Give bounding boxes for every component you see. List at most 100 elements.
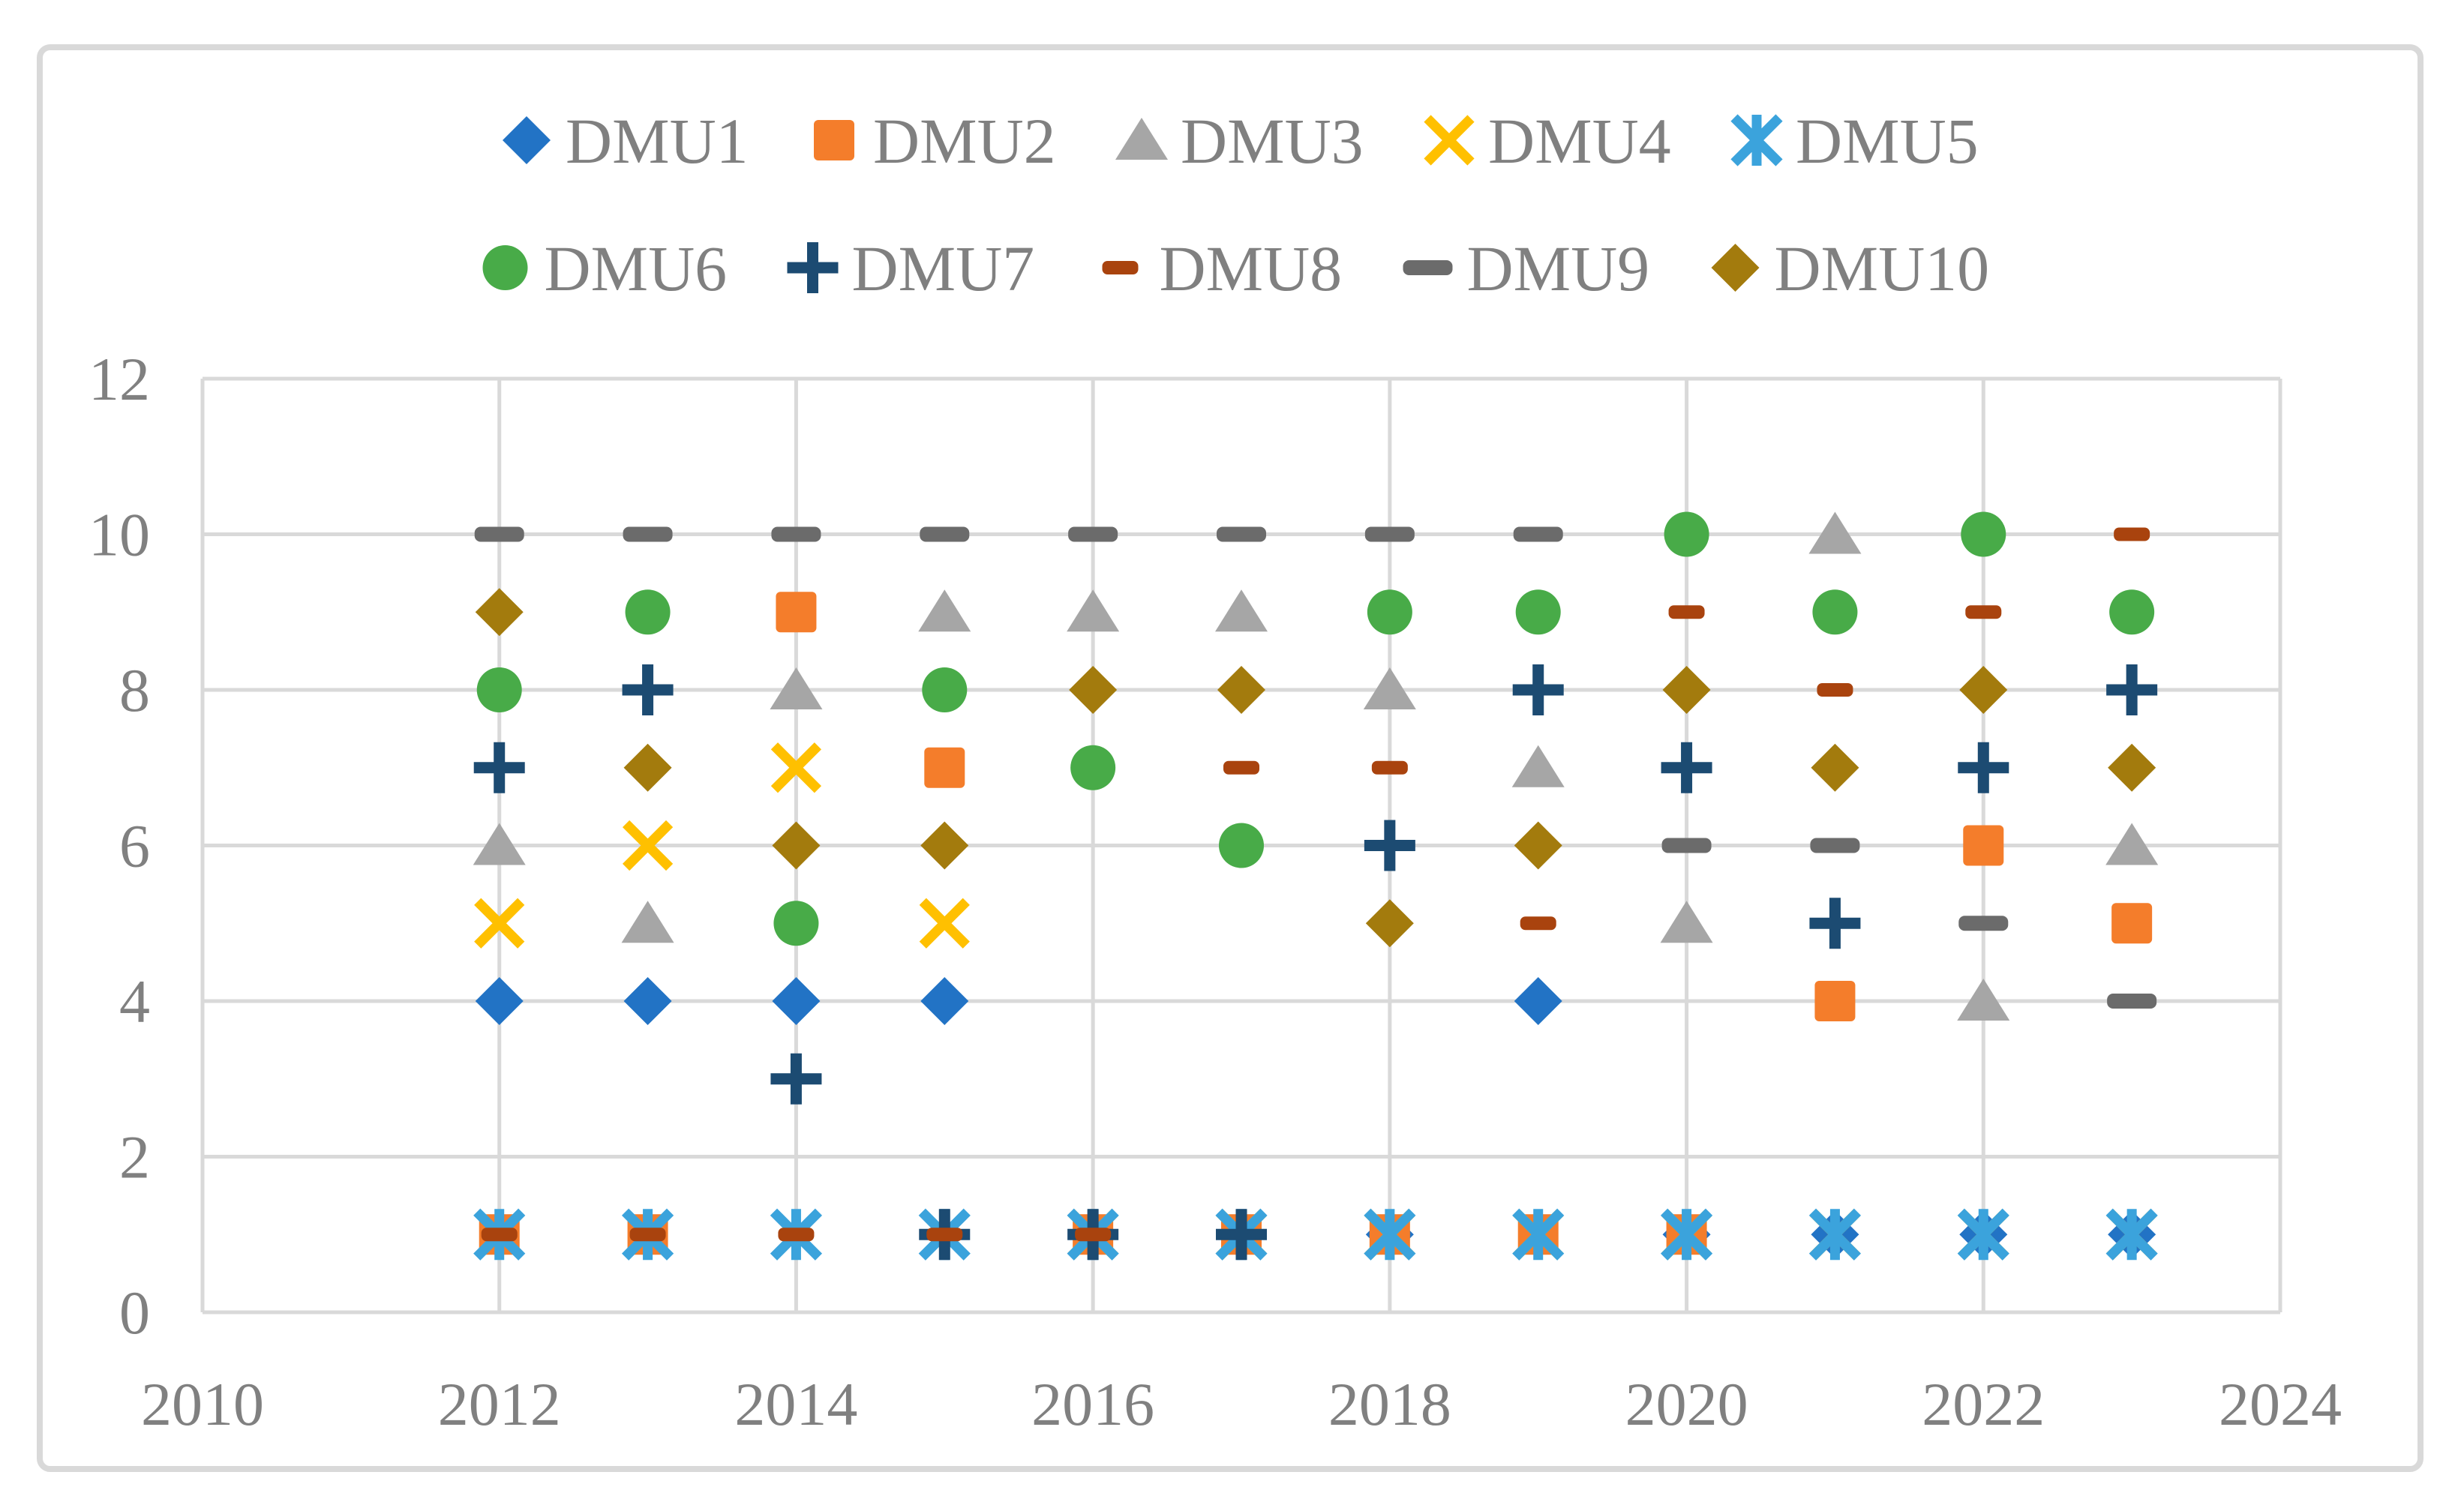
marker-square — [2111, 903, 2153, 944]
marker-diamond — [475, 588, 524, 637]
marker-diamond — [1217, 666, 1265, 714]
marker-diamond — [503, 116, 551, 164]
marker-triangle — [473, 823, 526, 865]
series-DMU9 — [474, 526, 2157, 1009]
marker-circle — [1515, 589, 1561, 635]
marker-x — [474, 898, 525, 949]
marker-plus — [770, 1053, 822, 1105]
marker-diamond — [772, 977, 821, 1025]
marker-long-dash — [474, 526, 524, 542]
marker-dash — [1371, 760, 1408, 775]
marker-dash — [2114, 527, 2150, 541]
marker-square — [1814, 981, 1856, 1021]
series-DMU8 — [481, 527, 2150, 1242]
legend-label: DMU8 — [1160, 232, 1343, 304]
legend-label: DMU1 — [566, 105, 749, 177]
marker-asterisk — [1730, 114, 1783, 166]
marker-triangle — [1808, 511, 1862, 554]
marker-long-dash — [1068, 526, 1118, 542]
marker-long-dash — [1403, 260, 1453, 275]
marker-triangle — [2105, 823, 2159, 865]
marker-triangle — [1115, 118, 1168, 160]
marker-x — [1424, 115, 1475, 166]
marker-diamond — [1069, 666, 1118, 714]
marker-dash — [1965, 605, 2002, 619]
marker-long-dash — [1364, 526, 1415, 542]
x-tick-label: 2016 — [1031, 1370, 1154, 1438]
x-tick-label: 2010 — [141, 1370, 264, 1438]
marker-long-dash — [1217, 526, 1266, 542]
marker-dash — [1102, 261, 1139, 274]
legend-label: DMU3 — [1181, 105, 1364, 177]
chart-legend: DMU1 DMU2 DMU3 DMU4 DMU5 DMU6 DMU7 DMU8 DMU9 DMU1… — [482, 105, 1990, 304]
marker-long-dash — [623, 526, 673, 542]
marker-asterisk — [2105, 1208, 2158, 1261]
marker-diamond — [623, 743, 672, 792]
marker-diamond — [1365, 899, 1414, 948]
marker-x — [622, 820, 674, 871]
legend-item-DMU4: DMU4 — [1424, 105, 1671, 177]
marker-x — [770, 742, 822, 793]
marker-asterisk — [1808, 1208, 1862, 1261]
marker-plus — [473, 742, 525, 793]
marker-diamond — [1711, 244, 1760, 292]
marker-plus — [1216, 1209, 1267, 1261]
marker-diamond — [623, 977, 672, 1025]
legend-item-DMU7: DMU7 — [787, 232, 1034, 304]
marker-dash — [629, 1228, 666, 1242]
chart-frame — [37, 44, 2423, 1472]
legend-label: DMU6 — [545, 232, 728, 304]
legend-label: DMU10 — [1775, 232, 1990, 304]
legend-label: DMU2 — [873, 105, 1056, 177]
legend-item-DMU5: DMU5 — [1730, 105, 1979, 177]
marker-dash — [1520, 916, 1556, 931]
marker-dash — [926, 1228, 963, 1242]
marker-circle — [1961, 511, 2006, 557]
marker-diamond — [920, 977, 969, 1025]
marker-x — [919, 898, 970, 949]
marker-plus — [1958, 742, 2009, 793]
y-tick-label: 6 — [119, 812, 150, 880]
marker-square — [776, 592, 817, 633]
marker-diamond — [920, 821, 969, 870]
marker-diamond — [1811, 743, 1859, 792]
legend-item-DMU10: DMU10 — [1711, 232, 1990, 304]
marker-circle — [1812, 589, 1858, 635]
marker-circle — [1219, 823, 1264, 868]
marker-plus — [1512, 664, 1564, 715]
marker-dash — [778, 1228, 815, 1242]
marker-triangle — [770, 667, 823, 709]
legend-label: DMU5 — [1796, 105, 1979, 177]
marker-square — [814, 120, 854, 160]
marker-triangle — [1363, 667, 1416, 709]
x-tick-label: 2022 — [1922, 1370, 2045, 1438]
legend-item-DMU1: DMU1 — [503, 105, 749, 177]
x-tick-label: 2012 — [438, 1370, 561, 1438]
marker-diamond — [1514, 821, 1562, 870]
legend-label: DMU9 — [1467, 232, 1650, 304]
marker-asterisk — [1660, 1208, 1713, 1261]
marker-circle — [476, 667, 522, 712]
marker-long-dash — [2107, 994, 2157, 1009]
marker-asterisk — [1957, 1208, 2009, 1261]
marker-plus — [2106, 664, 2158, 715]
x-tick-label: 2014 — [734, 1370, 857, 1438]
marker-diamond — [1662, 666, 1711, 714]
marker-dash — [1075, 1228, 1112, 1242]
series-DMU3 — [473, 511, 2159, 1021]
marker-circle — [2109, 589, 2155, 635]
marker-circle — [482, 245, 528, 290]
marker-long-dash — [1661, 838, 1712, 853]
legend-item-DMU9: DMU9 — [1403, 232, 1650, 304]
marker-circle — [922, 667, 968, 712]
marker-square — [1963, 825, 2004, 866]
marker-long-dash — [1810, 838, 1860, 853]
series-DMU10 — [475, 588, 2156, 948]
legend-label: DMU4 — [1488, 105, 1671, 177]
marker-triangle — [1511, 745, 1565, 787]
marker-circle — [625, 589, 671, 635]
marker-triangle — [621, 901, 674, 943]
marker-dash — [481, 1228, 518, 1242]
marker-circle — [1367, 589, 1412, 635]
